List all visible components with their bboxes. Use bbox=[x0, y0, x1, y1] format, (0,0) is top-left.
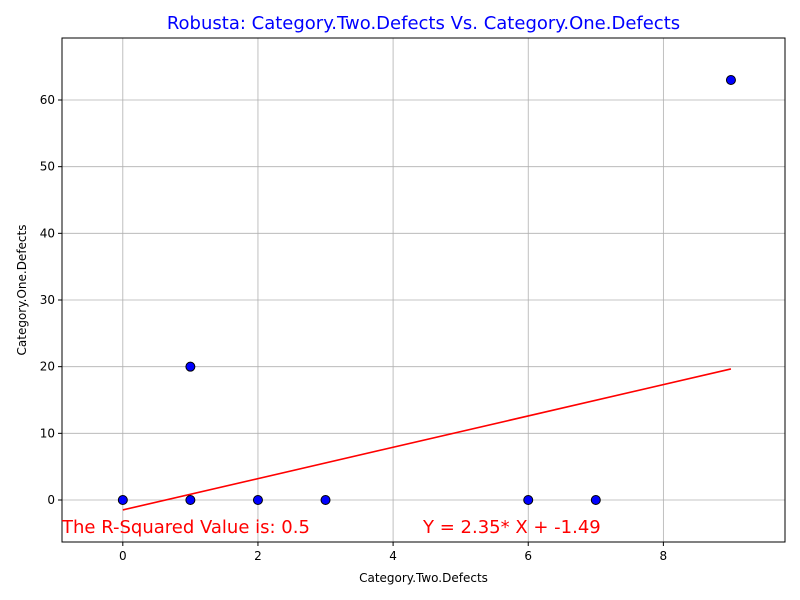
scatter-point bbox=[185, 495, 196, 505]
x-tick-label: 0 bbox=[119, 549, 127, 563]
points-layer bbox=[117, 75, 736, 505]
y-tick-label: 0 bbox=[47, 493, 55, 507]
scatter-point bbox=[725, 75, 736, 85]
x-axis-label: Category.Two.Defects bbox=[359, 571, 488, 585]
y-tick-label: 10 bbox=[40, 426, 55, 440]
scatter-point bbox=[320, 495, 331, 505]
r-squared-annotation: The R-Squared Value is: 0.5 bbox=[61, 517, 310, 538]
plot-frame bbox=[61, 37, 786, 543]
y-axis-label: Category.One.Defects bbox=[15, 225, 29, 356]
y-tick-label: 50 bbox=[40, 160, 55, 174]
x-tick-label: 4 bbox=[389, 549, 397, 563]
regression-line bbox=[122, 368, 732, 511]
tick-layer: 0 2 4 6 8 0 10 20 30 40 50 60 bbox=[40, 93, 667, 563]
x-tick-label: 8 bbox=[660, 549, 668, 563]
x-tick-label: 6 bbox=[524, 549, 532, 563]
regression-line-layer bbox=[122, 368, 732, 511]
equation-annotation: Y = 2.35* X + -1.49 bbox=[422, 517, 601, 538]
scatter-point bbox=[252, 495, 263, 505]
scatter-point bbox=[590, 495, 601, 505]
y-tick-label: 40 bbox=[40, 226, 55, 240]
y-tick-label: 20 bbox=[40, 360, 55, 374]
y-tick-label: 60 bbox=[40, 93, 55, 107]
y-tick-label: 30 bbox=[40, 293, 55, 307]
scatter-point bbox=[523, 495, 534, 505]
x-tick-label: 2 bbox=[254, 549, 262, 563]
scatter-point bbox=[117, 495, 128, 505]
scatter-point bbox=[185, 361, 196, 372]
chart-title: Robusta: Category.Two.Defects Vs. Catego… bbox=[167, 13, 680, 34]
grid bbox=[62, 38, 785, 542]
